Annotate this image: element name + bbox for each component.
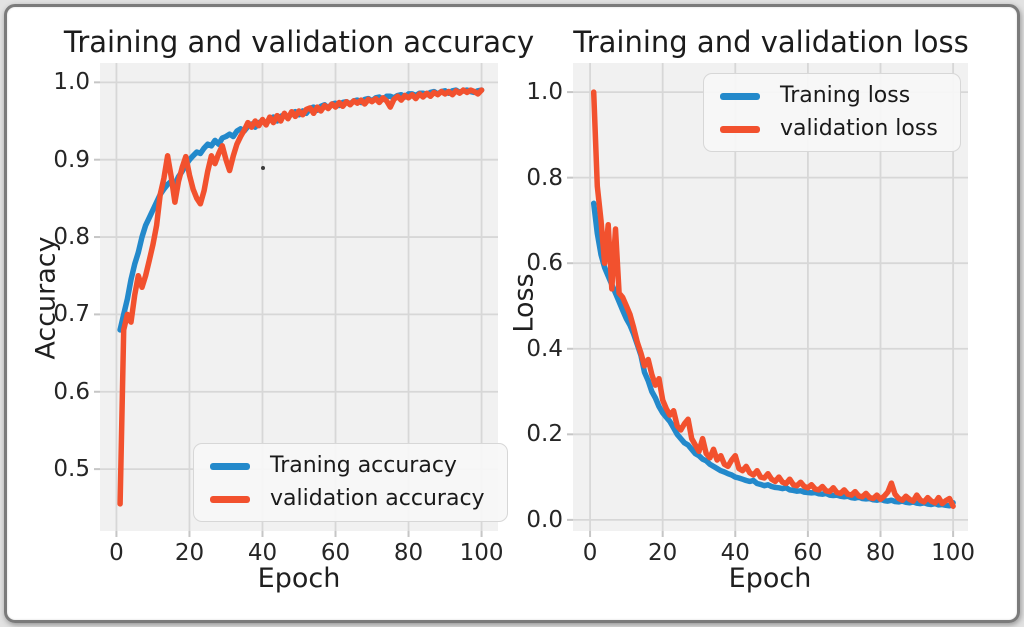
x-tick-label: 60 [793, 540, 823, 566]
y-tick-label: 0.6 [526, 250, 563, 277]
y-tick-label: 0.8 [526, 164, 563, 191]
loss-plot-area: Traning loss validation loss 0 20 40 60 80 10… [526, 63, 975, 566]
x-tick-label: 100 [459, 540, 504, 566]
training-loss-legend-label: Traning loss [780, 83, 911, 108]
y-tick-label: 1.0 [526, 79, 563, 106]
legend-entry-training-accuracy: Traning accuracy [210, 453, 485, 479]
x-axis-label-epoch-left: Epoch [257, 563, 341, 594]
stray-dot [261, 166, 265, 170]
y-axis-label-accuracy: Accuracy [30, 236, 62, 360]
legend-loss: Traning loss validation loss [703, 73, 961, 152]
validation-accuracy-line-swatch [210, 495, 250, 503]
x-tick-label: 0 [109, 540, 124, 566]
y-tick-label: 0.7 [53, 301, 90, 328]
validation-loss-legend-label: validation loss [780, 116, 938, 141]
training-accuracy-legend-label: Traning accuracy [270, 453, 457, 478]
training-accuracy-line-swatch [210, 462, 250, 470]
x-tick-label: 40 [247, 540, 278, 566]
validation-accuracy-legend-label: validation accuracy [270, 486, 485, 511]
training-loss-line-swatch [720, 92, 760, 100]
y-tick-label: 0.9 [53, 146, 90, 173]
legend-entry-training-loss: Traning loss [720, 83, 938, 109]
traning-loss-line [590, 200, 956, 509]
y-tick-label: 0.6 [53, 378, 90, 405]
validation-loss-line [590, 89, 956, 509]
x-tick-label: 80 [865, 540, 896, 566]
y-tick-label: 0.0 [526, 506, 563, 533]
y-tick-label: 0.2 [526, 421, 563, 448]
accuracy-plot-area: Traning accuracy validation accuracy 0 20… [53, 63, 508, 566]
accuracy-plot-canvas [94, 63, 498, 537]
legend-entry-validation-accuracy: validation accuracy [210, 486, 485, 512]
validation-accuracy-line [117, 87, 485, 507]
chart-title-loss: Training and validation loss [573, 25, 969, 59]
x-tick-label: 20 [174, 540, 205, 566]
y-tick-label: 0.8 [53, 224, 90, 251]
x-tick-label: 100 [931, 540, 976, 566]
y-tick-label: 0.5 [53, 456, 90, 483]
x-tick-label: 0 [582, 540, 598, 566]
y-tick-label: 1.0 [53, 69, 90, 96]
y-axis-label-loss: Loss [508, 273, 540, 333]
y-tick-label: 0.4 [526, 335, 563, 362]
legend-entry-validation-loss: validation loss [720, 116, 938, 142]
x-tick-label: 20 [648, 540, 678, 566]
x-tick-label: 80 [393, 540, 424, 566]
x-axis-label-epoch-right: Epoch [728, 563, 812, 594]
chart-title-accuracy: Training and validation accuracy [63, 25, 535, 59]
validation-loss-line-swatch [720, 125, 760, 133]
x-tick-label: 60 [320, 540, 351, 566]
legend-accuracy: Traning accuracy validation accuracy [193, 443, 508, 522]
x-tick-label: 40 [720, 540, 750, 566]
